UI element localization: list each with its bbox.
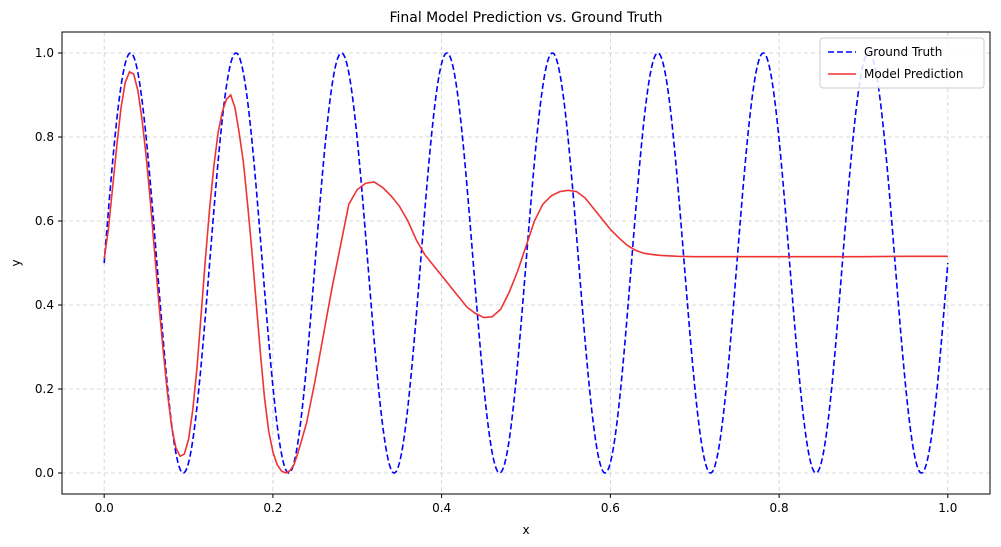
- x-axis-label: x: [522, 523, 529, 537]
- x-tick-label: 1.0: [938, 501, 957, 515]
- series-line-ground-truth: [103, 52, 949, 474]
- legend: Ground Truth Model Prediction: [819, 37, 985, 89]
- plot-frame: [61, 31, 991, 495]
- y-tick-label: 0.0: [35, 466, 54, 480]
- legend-label: Ground Truth: [864, 45, 942, 59]
- legend-box: [819, 37, 985, 89]
- x-tick-label: 0.0: [95, 501, 114, 515]
- x-tick-label: 0.8: [770, 501, 789, 515]
- x-tick-label: 0.4: [432, 501, 451, 515]
- y-axis-label: y: [9, 259, 23, 266]
- tick-layer: 0.0 0.2 0.4 0.6 0.8 1.0 0.0 0.2 0.4 0.6 0.8 1.0: [35, 46, 957, 515]
- y-tick-label: 1.0: [35, 46, 54, 60]
- y-tick-label: 0.6: [35, 214, 54, 228]
- series-layer: [103, 52, 949, 474]
- x-tick-label: 0.2: [263, 501, 282, 515]
- y-tick-label: 0.4: [35, 298, 54, 312]
- series-line-model-prediction: [103, 70, 948, 474]
- legend-label: Model Prediction: [864, 67, 963, 81]
- chart-title: Final Model Prediction vs. Ground Truth: [389, 10, 662, 26]
- x-tick-label: 0.6: [601, 501, 620, 515]
- y-tick-label: 0.8: [35, 130, 54, 144]
- y-tick-label: 0.2: [35, 382, 54, 396]
